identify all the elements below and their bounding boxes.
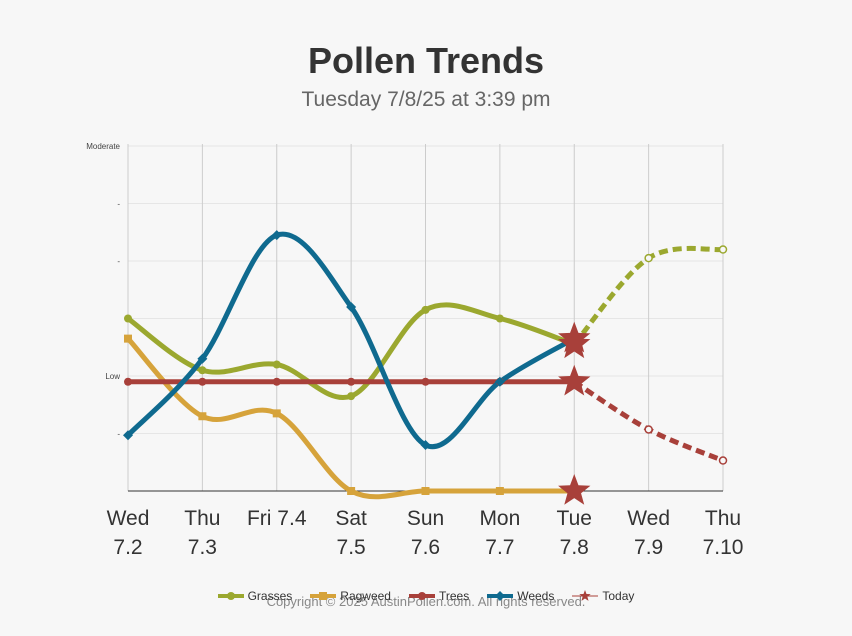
legend-label: Today [602,589,635,603]
trees-point [272,377,281,386]
trees-point [347,377,356,386]
legend-label: Ragweed [340,589,391,603]
ragweed-point [421,487,430,495]
grasses-point [347,392,356,401]
grasses-point [495,314,504,323]
grid [127,144,724,492]
today-star-ragweed [558,474,591,505]
x-tick-label: Sun [407,507,444,530]
x-tick-label: 7.3 [188,536,217,559]
grasses-point [198,366,207,375]
y-tick-label: Moderate [86,142,120,151]
trees-forecast-point [718,456,728,465]
trees-point [198,377,207,386]
grasses-point [272,360,281,369]
legend-item-weeds: Weeds [487,589,554,603]
axis-labels: Moderate - - Low - Wed 7.2 Thu 7.3 Fri 7.4 Sat 7.5 S… [86,142,743,559]
legend-swatch-grasses [217,592,244,600]
legend-label: Grasses [247,589,293,603]
x-tick-label: Thu [184,507,220,530]
grasses-point [421,305,430,314]
x-tick-label: Thu [705,507,741,530]
legend-swatch-trees [408,592,435,600]
legend-item-today: Today [572,589,634,603]
x-tick-label: Sat [335,507,367,530]
legend-label: Weeds [517,589,555,603]
legend-item-ragweed: Ragweed [310,589,391,603]
grasses-point [124,314,132,323]
weeds-point [494,376,505,387]
legend-swatch-ragweed [310,592,337,600]
legend-swatch-marker [579,590,592,601]
legend-swatch-marker [226,592,235,600]
ragweed-point [347,487,356,495]
x-tick-label: 7.8 [560,536,589,559]
weeds-point [420,440,431,450]
y-tick-label: - [117,200,120,209]
series-markers [123,230,728,495]
ragweed-point [272,409,281,418]
ragweed-point [495,487,504,495]
y-tick-label: Low [105,372,120,381]
weeds-point [271,230,282,241]
chart-legend: Grasses Ragweed Trees Weeds Today [0,589,852,603]
x-tick-label: Fri 7.4 [247,507,307,530]
x-tick-label: 7.7 [485,536,514,559]
y-tick-label: - [117,430,120,439]
x-tick-label: 7.6 [411,536,440,559]
x-tick-label: Tue [557,507,592,530]
weeds-point [123,430,133,441]
grasses-forecast-point [644,253,653,263]
grasses-forecast-point [718,245,728,254]
weeds-point [197,353,208,364]
x-tick-label: 7.10 [703,536,744,559]
legend-swatch-today [572,590,599,601]
chart-title: Pollen Trends [307,40,545,81]
ragweed-point [124,334,132,343]
trees-point [124,377,132,386]
legend-swatch-marker [417,592,426,600]
legend-item-grasses: Grasses [217,589,293,603]
today-markers [558,321,591,505]
y-tick-label: - [117,257,120,266]
chart-subtitle: Tuesday 7/8/25 at 3:39 pm [301,88,551,111]
x-tick-label: 7.9 [634,536,663,559]
trees-point [421,377,430,386]
weeds-point [346,302,357,312]
today-star-weeds [558,321,591,353]
legend-label: Trees [438,589,470,603]
x-tick-label: Wed [107,507,150,530]
ragweed-point [198,412,207,421]
today-star-trees [558,364,591,396]
legend-swatch-weeds [487,591,514,601]
x-tick-label: Wed [627,507,670,530]
trees-forecast-point [644,425,653,434]
x-tick-label: 7.5 [337,536,366,559]
legend-item-trees: Trees [408,589,470,603]
legend-swatch-marker [319,592,328,600]
x-tick-label: Mon [479,507,520,530]
legend-swatch-marker [495,591,506,601]
x-tick-label: 7.2 [113,536,142,559]
